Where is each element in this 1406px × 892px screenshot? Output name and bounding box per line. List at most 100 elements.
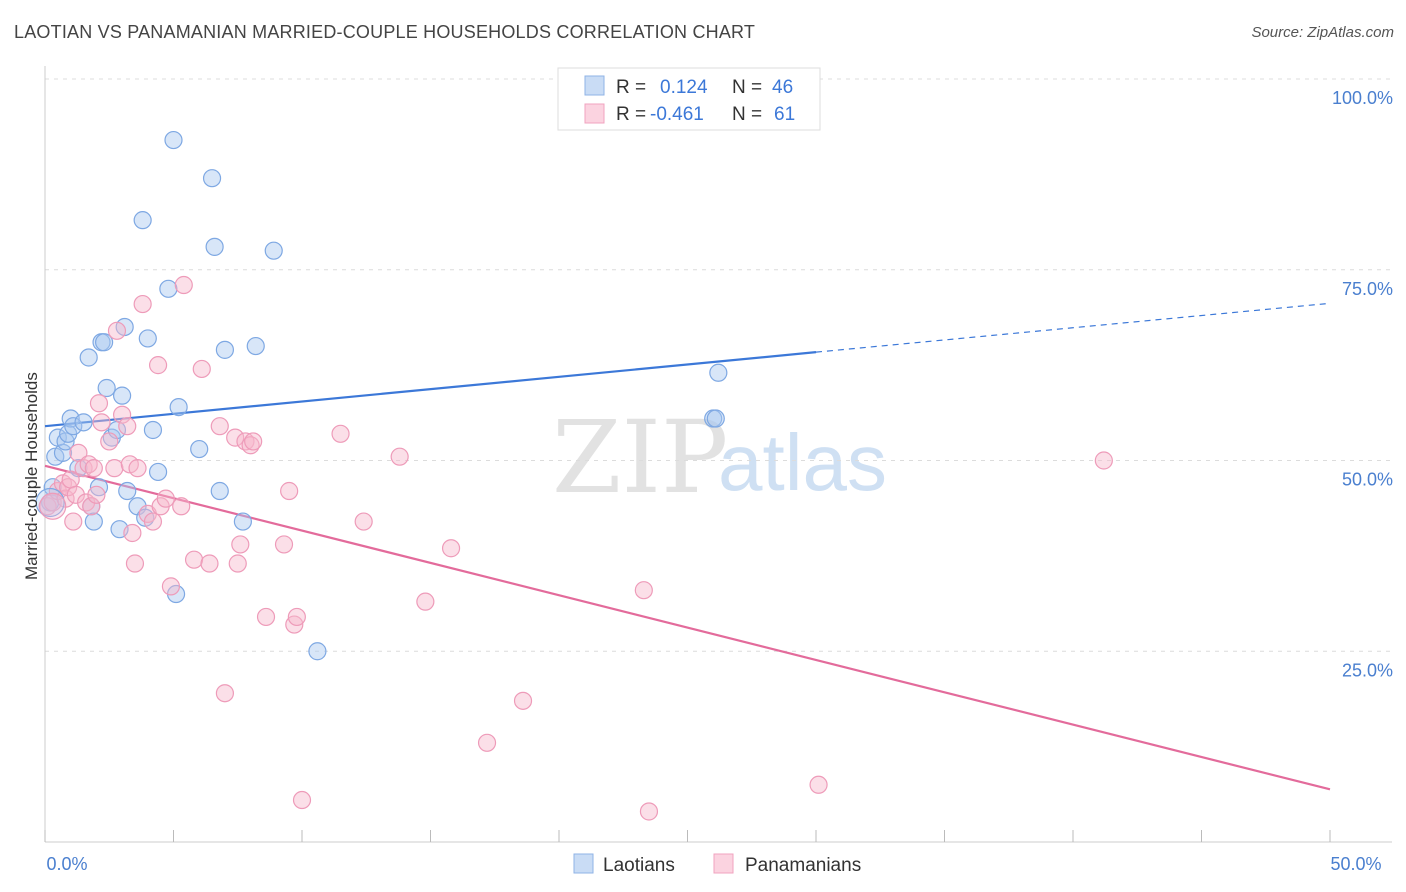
- point-panamanians: [66, 485, 85, 504]
- point-laotians: [84, 512, 103, 531]
- point-panamanians: [125, 554, 145, 573]
- point-laotians: [215, 340, 234, 359]
- point-laotians: [202, 169, 222, 188]
- trend-line-extension-laotians: [815, 302, 1331, 353]
- point-panamanians: [634, 581, 653, 600]
- point-panamanians: [87, 485, 106, 504]
- point-laotians: [233, 512, 252, 531]
- point-laotians: [308, 642, 327, 661]
- point-panamanians: [477, 733, 497, 752]
- point-laotians: [53, 443, 73, 462]
- point-laotians: [210, 481, 229, 501]
- point-panamanians: [416, 592, 435, 611]
- point-laotians: [709, 363, 728, 382]
- point-laotians: [706, 409, 725, 428]
- point-panamanians: [156, 489, 175, 508]
- point-panamanians: [128, 459, 147, 478]
- point-panamanians: [441, 539, 461, 558]
- point-laotians: [95, 333, 114, 352]
- x-tick-label: 0.0%: [46, 854, 87, 874]
- point-panamanians: [639, 802, 659, 821]
- point-panamanians: [513, 691, 533, 710]
- point-panamanians: [1094, 451, 1113, 470]
- correlation-legend: R = 0.124 N = 46 R = -0.461 N = 61: [557, 67, 821, 131]
- point-panamanians: [231, 535, 250, 554]
- point-panamanians: [200, 554, 219, 573]
- point-panamanians: [89, 394, 109, 413]
- point-laotians: [118, 481, 137, 501]
- legend-swatch-panamanians: [584, 103, 605, 124]
- point-panamanians: [84, 459, 103, 478]
- y-tick-label: 25.0%: [1342, 660, 1393, 680]
- point-panamanians: [143, 512, 163, 531]
- watermark-zip: ZIP: [552, 399, 728, 516]
- point-cluster-panamanians: [39, 492, 67, 520]
- point-panamanians: [228, 554, 247, 573]
- y-tick-label: 100.0%: [1332, 88, 1393, 108]
- point-laotians: [264, 241, 283, 260]
- point-panamanians: [287, 607, 306, 627]
- bottom-legend-swatch-laotians: [573, 853, 594, 874]
- series-legend: Laotians Panamanians: [573, 853, 861, 876]
- point-laotians: [143, 420, 163, 440]
- legend-n-label-panamanians: N =: [732, 104, 762, 125]
- point-cluster-laotians: [35, 487, 65, 518]
- point-laotians: [64, 417, 83, 436]
- point-laotians: [246, 336, 265, 356]
- point-laotians: [169, 397, 188, 417]
- legend-r-label-panamanians: R =: [616, 104, 646, 125]
- point-panamanians: [244, 432, 263, 451]
- legend-n-label-laotians: N =: [732, 77, 762, 98]
- point-panamanians: [105, 459, 124, 478]
- point-panamanians: [112, 405, 132, 424]
- legend-n-panamanians: 61: [774, 104, 795, 125]
- point-panamanians: [107, 321, 127, 340]
- point-panamanians: [184, 550, 204, 569]
- point-laotians: [164, 130, 183, 150]
- point-panamanians: [210, 417, 229, 436]
- point-panamanians: [292, 790, 312, 810]
- trend-line-panamanians: [44, 464, 1331, 791]
- point-panamanians: [809, 775, 828, 794]
- point-laotians: [138, 329, 157, 348]
- point-laotians: [133, 211, 152, 230]
- point-panamanians: [390, 447, 409, 466]
- point-panamanians: [226, 428, 245, 447]
- point-panamanians: [172, 497, 191, 516]
- point-panamanians: [192, 359, 211, 379]
- legend-swatch-laotians: [584, 75, 605, 96]
- point-panamanians: [215, 684, 234, 703]
- point-panamanians: [100, 432, 119, 451]
- point-panamanians: [280, 481, 299, 501]
- point-panamanians: [148, 356, 168, 375]
- point-panamanians: [82, 497, 101, 516]
- point-laotians: [148, 462, 168, 482]
- point-panamanians: [123, 523, 142, 543]
- point-panamanians: [256, 607, 276, 627]
- y-axis-title: Married-couple Households: [22, 372, 41, 580]
- point-panamanians: [133, 294, 152, 314]
- point-laotians: [74, 413, 93, 432]
- legend-n-laotians: 46: [772, 77, 793, 98]
- bottom-legend-panamanians: Panamanians: [745, 855, 861, 876]
- point-laotians: [159, 279, 178, 298]
- point-laotians: [205, 237, 224, 256]
- data-points: [35, 130, 1113, 821]
- point-panamanians: [161, 577, 181, 596]
- point-panamanians: [174, 275, 193, 295]
- point-panamanians: [274, 535, 294, 554]
- point-panamanians: [331, 424, 350, 443]
- axes: 100.0% 75.0% 50.0% 25.0% 0.0% 50.0%: [44, 66, 1393, 874]
- point-laotians: [97, 378, 116, 398]
- y-tick-label: 50.0%: [1342, 470, 1393, 490]
- source-label: Source: ZipAtlas.com: [1251, 24, 1394, 41]
- bottom-legend-swatch-panamanians: [713, 853, 734, 874]
- bottom-legend-laotians: Laotians: [603, 855, 675, 876]
- watermark-atlas: atlas: [718, 418, 887, 507]
- legend-r-label-laotians: R =: [616, 77, 646, 98]
- y-tick-label: 75.0%: [1342, 279, 1393, 299]
- x-tick-label: 50.0%: [1330, 854, 1381, 874]
- point-laotians: [79, 348, 98, 367]
- point-panamanians: [92, 413, 111, 432]
